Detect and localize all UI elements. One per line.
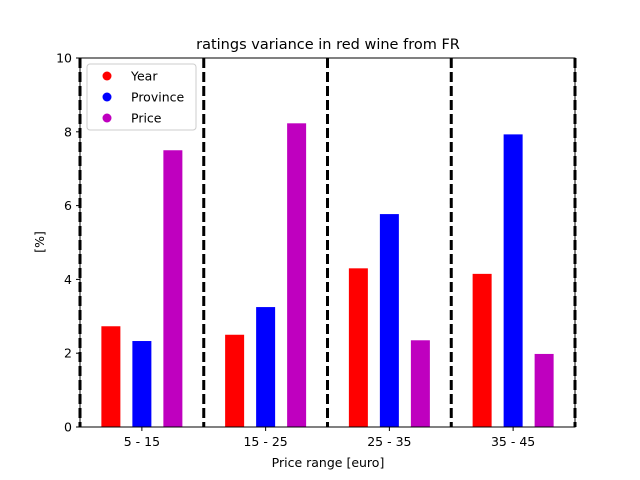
bar-province-2 [379, 214, 399, 427]
bar-year-0 [101, 326, 121, 427]
bar-price-2 [410, 340, 430, 427]
legend-marker-year [102, 71, 112, 81]
legend-label-province: Province [131, 90, 184, 105]
bar-province-3 [503, 134, 523, 427]
legend-marker-province [102, 92, 112, 102]
bar-province-1 [256, 307, 276, 427]
x-tick-label: 25 - 35 [367, 434, 411, 449]
x-axis-label: Price range [euro] [272, 455, 385, 470]
x-tick-label: 15 - 25 [243, 434, 287, 449]
bars [101, 123, 554, 428]
y-tick-label: 10 [56, 51, 72, 66]
chart-title: ratings variance in red wine from FR [196, 37, 460, 53]
axes: 0 2 4 6 8 10 5 - 15 15 - 25 25 - 35 35 - 45 [56, 51, 576, 449]
legend-label-year: Year [130, 69, 158, 84]
bar-year-2 [348, 268, 368, 427]
legend-label-price: Price [131, 111, 162, 126]
bar-price-3 [534, 353, 554, 427]
y-tick-label: 4 [64, 272, 72, 287]
bar-price-1 [287, 123, 307, 428]
legend: Year Province Price [86, 63, 197, 131]
legend-box [86, 63, 197, 131]
x-tick-label: 5 - 15 [124, 434, 160, 449]
bar-year-3 [472, 273, 492, 427]
y-tick-label: 2 [64, 346, 72, 361]
y-tick-label: 8 [64, 124, 72, 139]
legend-marker-price [102, 113, 112, 123]
y-tick-label: 0 [64, 420, 72, 435]
y-axis-label: [%] [32, 231, 47, 253]
y-tick-label: 6 [64, 198, 72, 213]
bar-year-1 [225, 334, 245, 427]
bar-price-0 [163, 150, 183, 427]
x-tick-label: 35 - 45 [491, 434, 535, 449]
axes-frame [79, 57, 576, 428]
bar-province-0 [132, 341, 152, 427]
